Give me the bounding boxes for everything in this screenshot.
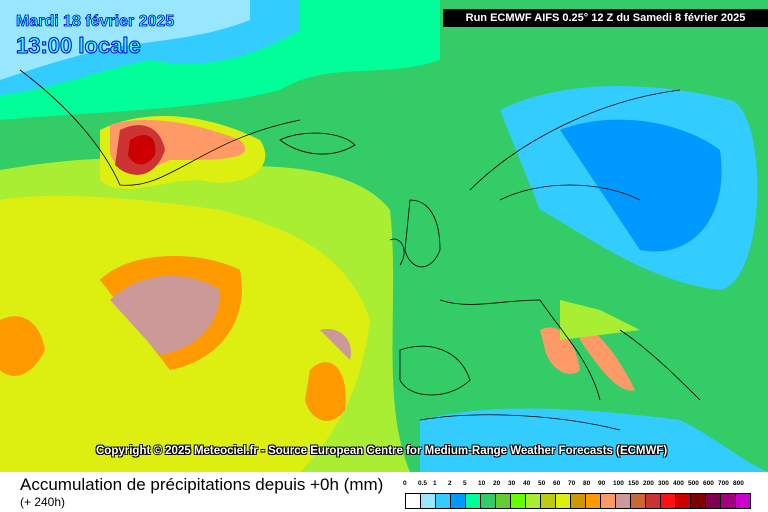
legend-label: 2: [448, 480, 452, 487]
legend-label: 40: [523, 480, 531, 487]
precip-area: [110, 276, 220, 355]
legend-label: 300: [658, 480, 669, 487]
map-canvas: [0, 0, 768, 472]
legend-label: 400: [673, 480, 684, 487]
legend-swatch: [691, 494, 706, 508]
legend-swatch: [646, 494, 661, 508]
legend-swatch: [436, 494, 451, 508]
legend-swatch: [736, 494, 750, 508]
legend-label: 90: [598, 480, 606, 487]
legend-label: 700: [718, 480, 729, 487]
legend-label: 20: [493, 480, 501, 487]
legend-swatch: [601, 494, 616, 508]
legend-label: 30: [508, 480, 516, 487]
legend-swatch: [526, 494, 541, 508]
legend-swatches: [405, 493, 751, 509]
legend-label: 150: [628, 480, 639, 487]
legend-swatch: [631, 494, 646, 508]
legend-label: 60: [553, 480, 561, 487]
precip-area: [128, 135, 156, 165]
legend-label: 5: [463, 480, 467, 487]
precip-area: [320, 329, 351, 360]
precip-area: [540, 327, 580, 374]
legend-label: 600: [703, 480, 714, 487]
precipitation-map: Mardi 18 février 2025 13:00 locale Run E…: [0, 0, 768, 472]
forecast-time: 13:00 locale: [16, 33, 142, 59]
legend-label: 10: [478, 480, 486, 487]
forecast-date: Mardi 18 février 2025: [16, 13, 175, 31]
legend-label: 800: [733, 480, 744, 487]
precip-area: [420, 408, 768, 472]
legend-label: 0: [403, 480, 407, 487]
legend-labels: 0 0.5 1 2 5 10 20 30 40 50 60 70 80 90 100 150 200 300 400…: [403, 480, 751, 490]
legend-swatch: [586, 494, 601, 508]
footer: Accumulation de précipitations depuis +0…: [0, 472, 768, 512]
legend-swatch: [571, 494, 586, 508]
color-legend: 0 0.5 1 2 5 10 20 30 40 50 60 70 80 90 100 150 200 300 400…: [403, 480, 751, 509]
legend-swatch: [721, 494, 736, 508]
legend-swatch: [496, 494, 511, 508]
legend-label: 100: [613, 480, 624, 487]
legend-swatch: [676, 494, 691, 508]
legend-label: 80: [583, 480, 591, 487]
legend-swatch: [481, 494, 496, 508]
forecast-range: (+ 240h): [20, 495, 66, 509]
legend-swatch: [511, 494, 526, 508]
legend-label: 50: [538, 480, 546, 487]
legend-swatch: [661, 494, 676, 508]
legend-swatch: [541, 494, 556, 508]
precip-area: [575, 320, 635, 391]
legend-swatch: [556, 494, 571, 508]
legend-swatch: [406, 494, 421, 508]
legend-swatch: [616, 494, 631, 508]
run-info: Run ECMWF AIFS 0.25° 12 Z du Samedi 8 fé…: [443, 9, 768, 27]
legend-swatch: [421, 494, 436, 508]
precip-area: [560, 119, 722, 252]
legend-swatch: [451, 494, 466, 508]
coastlines: [19, 69, 701, 431]
precip-area: [305, 362, 346, 421]
legend-label: 0.5: [418, 480, 428, 487]
legend-swatch: [706, 494, 721, 508]
legend-label: 500: [688, 480, 699, 487]
legend-label: 200: [643, 480, 654, 487]
copyright: Copyright © 2025 Meteociel.fr - Source E…: [96, 445, 668, 457]
precip-area: [0, 0, 250, 80]
legend-label: 70: [568, 480, 576, 487]
map-title: Accumulation de précipitations depuis +0…: [20, 475, 384, 494]
precip-area: [0, 316, 45, 376]
legend-label: 1: [433, 480, 437, 487]
legend-swatch: [466, 494, 481, 508]
